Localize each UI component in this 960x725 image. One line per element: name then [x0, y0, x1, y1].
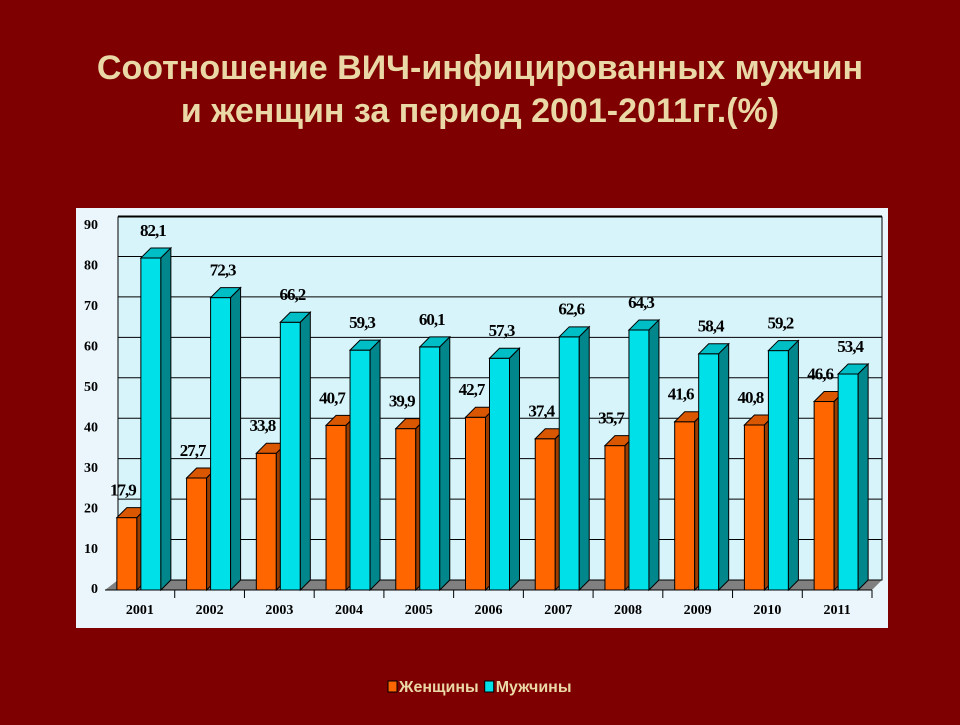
y-tick-label: 20	[84, 501, 98, 516]
value-label: 60,1	[419, 310, 445, 329]
value-label: 72,3	[210, 260, 236, 279]
x-tick-label: 2006	[475, 603, 503, 618]
value-label: 53,4	[837, 337, 864, 356]
legend-label: Мужчины	[496, 679, 572, 696]
bar	[210, 297, 232, 591]
bar	[186, 477, 208, 591]
bar	[534, 438, 556, 591]
bar-side	[857, 362, 869, 592]
bar-side	[299, 311, 311, 592]
bar	[489, 357, 510, 591]
value-label: 42,7	[459, 380, 486, 399]
value-label: 35,7	[598, 409, 625, 428]
y-tick-label: 90	[84, 218, 98, 233]
bar	[325, 424, 347, 591]
bar	[395, 428, 417, 591]
value-label: 46,6	[807, 364, 833, 383]
bar	[813, 401, 835, 591]
value-label: 39,9	[389, 392, 415, 411]
value-label: 40,8	[738, 388, 764, 407]
value-label: 40,7	[319, 388, 346, 407]
bar-side	[230, 286, 242, 592]
bar	[255, 452, 277, 591]
bar	[558, 336, 580, 591]
bar	[116, 517, 138, 591]
value-label: 57,3	[489, 321, 515, 340]
bar	[140, 257, 162, 591]
title-line: и женщин за период 2001-2011гг.(%)	[181, 92, 779, 130]
bar	[349, 349, 371, 591]
x-tick-label: 2001	[126, 603, 154, 618]
bar	[628, 329, 650, 591]
bar	[837, 373, 859, 591]
value-label: 82,1	[140, 221, 166, 240]
legend-swatch	[484, 680, 495, 693]
title-line: Соотношение ВИЧ-инфицированных мужчин	[97, 49, 863, 87]
value-label: 59,3	[349, 313, 375, 332]
bar-side	[787, 339, 799, 592]
bar	[419, 346, 441, 591]
bar	[604, 445, 626, 591]
value-label: 66,2	[279, 285, 305, 304]
y-tick-label: 10	[84, 542, 98, 557]
bar	[465, 416, 486, 591]
bar-side	[718, 342, 730, 592]
value-label: 64,3	[628, 293, 654, 312]
x-tick-label: 2007	[544, 603, 572, 618]
bar	[743, 424, 765, 591]
bar-side	[160, 246, 172, 592]
y-tick-label: 50	[84, 380, 98, 395]
value-label: 33,8	[249, 416, 275, 435]
x-tick-label: 2003	[265, 603, 293, 618]
value-label: 37,4	[528, 402, 555, 421]
bar-side	[369, 338, 381, 592]
legend-label: Женщины	[398, 679, 479, 696]
value-label: 59,2	[768, 313, 794, 332]
x-tick-label: 2009	[684, 603, 712, 618]
value-label: 41,6	[668, 385, 694, 404]
bar-side	[509, 347, 520, 592]
y-tick-label: 0	[91, 582, 98, 597]
value-label: 58,4	[698, 317, 725, 336]
bar	[674, 421, 696, 591]
y-tick-label: 80	[84, 259, 98, 274]
legend-swatch	[387, 680, 398, 693]
bar-side	[578, 325, 590, 592]
bar	[279, 321, 301, 591]
bar	[698, 353, 720, 591]
value-label: 17,9	[110, 481, 136, 500]
y-tick-label: 30	[84, 461, 98, 476]
bar	[767, 350, 789, 591]
x-tick-label: 2002	[196, 603, 224, 618]
y-tick-label: 40	[84, 420, 98, 435]
value-label: 62,6	[558, 300, 584, 319]
x-tick-label: 2005	[405, 603, 433, 618]
bar-side	[439, 335, 451, 592]
x-tick-label: 2008	[614, 603, 642, 618]
x-tick-label: 2011	[824, 603, 851, 618]
y-tick-label: 70	[84, 299, 98, 314]
x-tick-label: 2004	[335, 603, 363, 618]
bar-side	[648, 318, 660, 592]
value-label: 27,7	[180, 441, 207, 460]
x-tick-label: 2010	[753, 603, 781, 618]
y-tick-label: 60	[84, 340, 98, 355]
